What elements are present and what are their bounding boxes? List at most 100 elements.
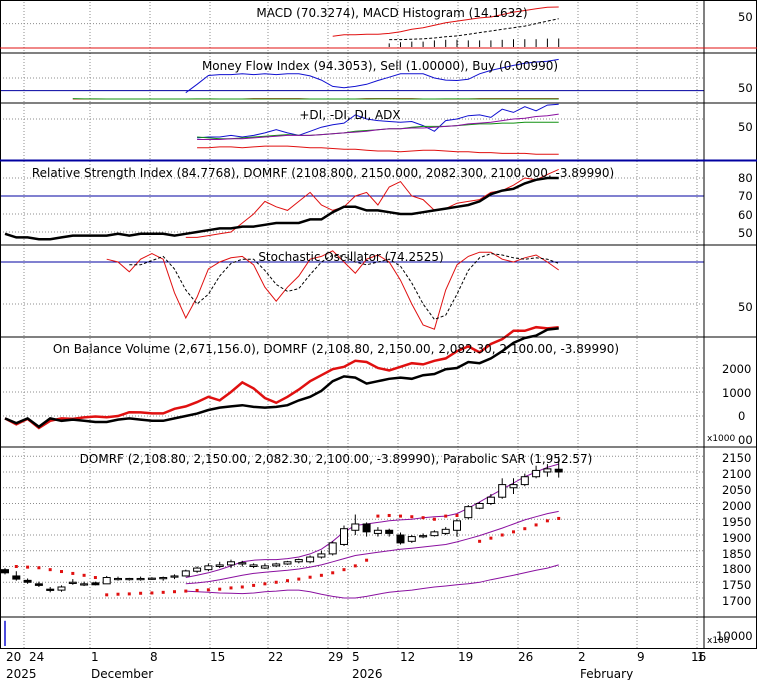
candle-body (543, 468, 552, 473)
candle-body (317, 553, 326, 558)
candle-body (125, 577, 134, 581)
stoch-tick: 50 (738, 300, 753, 314)
parabolic-sar-dot (410, 515, 414, 519)
candle-body (486, 496, 495, 505)
candle-body (159, 577, 168, 580)
parabolic-sar-dot (37, 566, 41, 570)
candle-body (260, 565, 269, 569)
candle-body (215, 564, 224, 567)
candle-body (340, 528, 348, 545)
candle-body (351, 523, 360, 531)
frame-layer (0, 0, 757, 649)
x-day-label: 19 (458, 650, 473, 664)
parabolic-sar-dot (218, 587, 222, 591)
price-tick-2050: 2050 (722, 483, 751, 497)
parabolic-sar-dot (557, 516, 561, 520)
candle-body (227, 561, 235, 566)
parabolic-sar-dot (82, 573, 86, 577)
parabolic-sar-dot (500, 533, 504, 537)
candle-body (12, 575, 21, 580)
x-day-label: 29 (328, 650, 343, 664)
marks-layer (0, 6, 704, 646)
obv-panel-title: On Balance Volume (2,671,156.0), DOMRF (… (53, 342, 619, 356)
volume-multiplier: x100 (707, 636, 730, 646)
candle-body (441, 528, 450, 534)
x-month-label: 2026 (352, 667, 383, 680)
rsi-tick-70: 70 (738, 189, 753, 203)
x-day-label: 9 (637, 650, 645, 664)
parabolic-sar-dot (365, 558, 369, 562)
parabolic-sar-dot (173, 590, 176, 594)
price-band-lower (185, 564, 559, 599)
parabolic-sar-dot (297, 577, 301, 581)
parabolic-sar-dot (116, 592, 120, 596)
candle-body (430, 531, 439, 537)
candle-body (114, 577, 122, 581)
candle-body (453, 520, 461, 531)
candle-body (249, 564, 258, 567)
candle-body (102, 577, 111, 585)
candle-body (181, 570, 190, 577)
candle-body (147, 577, 156, 580)
x-day-label: 15 (210, 650, 225, 664)
candle-body (46, 588, 55, 591)
volume-tick: 10000 (716, 629, 753, 643)
candle-body (23, 579, 32, 583)
parabolic-sar-dot (71, 571, 75, 575)
parabolic-sar-dot (342, 568, 346, 572)
price-panel-title: DOMRF (2,108.80, 2,150.00, 2,082.30, 2,1… (80, 452, 593, 466)
parabolic-sar-dot (26, 565, 30, 569)
candle-body (283, 561, 292, 565)
parabolic-sar-dot (489, 536, 493, 540)
candle-body (328, 542, 337, 555)
price-tick-1950: 1950 (722, 515, 751, 529)
price-tick-1750: 1750 (722, 578, 751, 592)
chart-frame (0, 0, 757, 649)
parabolic-sar-dot (93, 576, 97, 580)
obv-multiplier: x1000 (707, 434, 736, 444)
price-tick-2150: 2150 (722, 451, 751, 465)
rsi-tick-50: 50 (738, 226, 753, 240)
candle-body (520, 476, 529, 486)
candle-body (385, 529, 394, 534)
grid-layer (0, 2, 704, 648)
rsi-panel-title: Relative Strength Index (84.7768), DOMRF… (32, 166, 614, 180)
parabolic-sar-dot (139, 591, 143, 595)
parabolic-sar-dot (455, 513, 459, 517)
parabolic-sar-dot (184, 589, 188, 593)
parabolic-sar-dot (432, 517, 436, 521)
candle-body (193, 567, 202, 572)
x-day-label: 24 (29, 650, 44, 664)
parabolic-sar-dot (263, 582, 267, 586)
price-tick-1850: 1850 (722, 547, 751, 561)
dmi-tick: 50 (738, 120, 753, 134)
obv-series-obv (4, 325, 559, 430)
rsi-series-domrf (4, 176, 559, 241)
candle-body (362, 523, 371, 533)
candle-body (136, 577, 145, 581)
parabolic-sar-dot (399, 514, 402, 518)
macd-panel-title: MACD (70.3274), MACD Histogram (14.1632) (256, 6, 527, 20)
parabolic-sar-dot (229, 586, 233, 590)
macd-series-signal (389, 18, 559, 41)
candle-body (498, 484, 507, 498)
obv-tick-00: 00 (738, 433, 753, 447)
candle-body (57, 586, 66, 591)
mfi-series-money-flow-index (185, 58, 559, 94)
parabolic-sar-dot (105, 593, 109, 597)
candle-body (475, 503, 484, 509)
parabolic-sar-dot (161, 590, 165, 594)
candle-body (34, 583, 43, 586)
parabolic-sar-dot (523, 527, 527, 531)
parabolic-sar-dot (150, 591, 154, 595)
x-day-label: 1 (91, 650, 99, 664)
candle-body (1, 569, 9, 574)
x-day-label: 8 (150, 650, 158, 664)
price-tick-1800: 1800 (722, 562, 751, 576)
x-axis-labels: 20 24 1 8 15 22 29 5 12 19 26 2 9 16 1 2… (6, 650, 706, 680)
parabolic-sar-dot (286, 579, 289, 583)
parabolic-sar-dot (60, 570, 63, 574)
dmi-series-di (197, 121, 559, 140)
macd-tick: 50 (738, 10, 753, 24)
candle-body (532, 469, 541, 478)
